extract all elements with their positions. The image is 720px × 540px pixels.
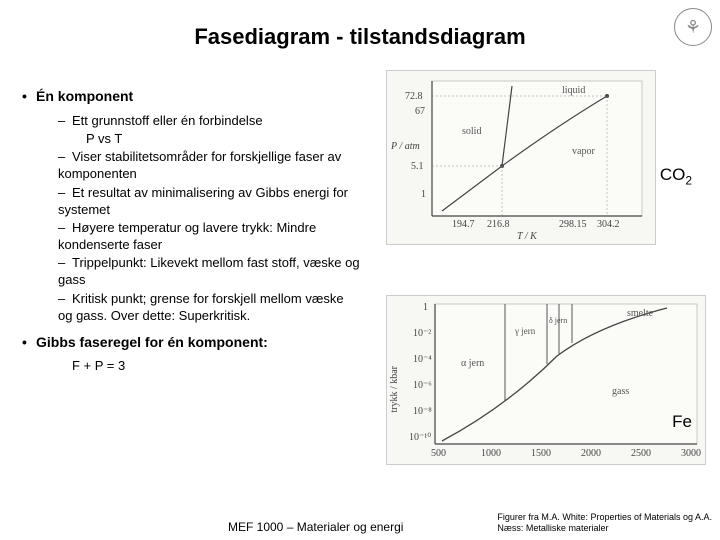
ytick: 10⁻⁶: [413, 380, 432, 391]
phase-label: γ jern: [515, 326, 535, 336]
co2-label: CO2: [660, 165, 692, 187]
list-item: P vs T: [86, 131, 122, 146]
phase-label: δ jern: [549, 316, 567, 325]
xtick: 1500: [531, 448, 551, 459]
formula: F + P = 3: [72, 358, 360, 373]
footer-center: MEF 1000 – Materialer og energi: [228, 520, 403, 534]
ytick: 10⁻⁸: [413, 406, 432, 417]
ytick: 1: [421, 189, 426, 200]
list-item: Ett grunnstoff eller én forbindelse: [72, 113, 263, 128]
section-2: •Gibbs faseregel for én komponent: F + P…: [22, 334, 360, 373]
xtick: 216.8: [487, 219, 510, 230]
xtick: 3000: [681, 448, 701, 459]
list-item: Et resultat av minimalisering av Gibbs e…: [58, 185, 348, 217]
phase-label: α jern: [461, 358, 484, 369]
ytick: 72.8: [405, 91, 423, 102]
xtick: 194.7: [452, 219, 475, 230]
ytick: 1: [423, 302, 428, 313]
ylabel: P / atm: [391, 141, 420, 152]
xtick: 298.15: [559, 219, 587, 230]
heading-text: Én komponent: [36, 88, 133, 104]
section-heading-2: •Gibbs faseregel for én komponent:: [22, 334, 360, 350]
list-item: Kritisk punkt; grense for forskjell mell…: [58, 291, 344, 323]
ytick: 10⁻⁴: [413, 354, 432, 365]
xtick: 1000: [481, 448, 501, 459]
ylabel: trykk / kbar: [389, 366, 400, 413]
co2-phase-diagram: 72.8 67 5.1 1 P / atm 194.7 216.8 298.15…: [386, 70, 656, 245]
ytick: 10⁻¹⁰: [409, 432, 431, 443]
section-heading-1: •Én komponent: [22, 88, 360, 104]
footer-credit: Figurer fra M.A. White: Properties of Ma…: [497, 512, 712, 534]
ytick: 5.1: [411, 161, 424, 172]
heading-text: Gibbs faseregel for én komponent:: [36, 334, 268, 350]
ytick: 67: [415, 106, 425, 117]
ytick: 10⁻²: [413, 328, 431, 339]
list-item: Høyere temperatur og lavere trykk: Mindr…: [58, 220, 316, 252]
page-title: Fasediagram - tilstandsdiagram: [0, 24, 720, 50]
phase-label: gass: [612, 386, 629, 397]
list-item: Viser stabilitetsområder for forskjellig…: [58, 149, 341, 181]
phase-label: smelte: [627, 308, 653, 319]
xlabel: T / K: [517, 231, 537, 242]
phase-label: liquid: [562, 85, 585, 96]
xtick: 304.2: [597, 219, 620, 230]
bullet-list: –Ett grunnstoff eller én forbindelse P v…: [58, 112, 360, 324]
fe-phase-diagram: 1 10⁻² 10⁻⁴ 10⁻⁶ 10⁻⁸ 10⁻¹⁰ trykk / kbar…: [386, 295, 706, 465]
fe-label: Fe: [672, 412, 692, 432]
phase-label: solid: [462, 126, 481, 137]
xtick: 500: [431, 448, 446, 459]
phase-label: vapor: [572, 146, 595, 157]
main-content: •Én komponent –Ett grunnstoff eller én f…: [22, 88, 360, 373]
list-item: Trippelpunkt: Likevekt mellom fast stoff…: [58, 255, 360, 287]
xtick: 2000: [581, 448, 601, 459]
xtick: 2500: [631, 448, 651, 459]
